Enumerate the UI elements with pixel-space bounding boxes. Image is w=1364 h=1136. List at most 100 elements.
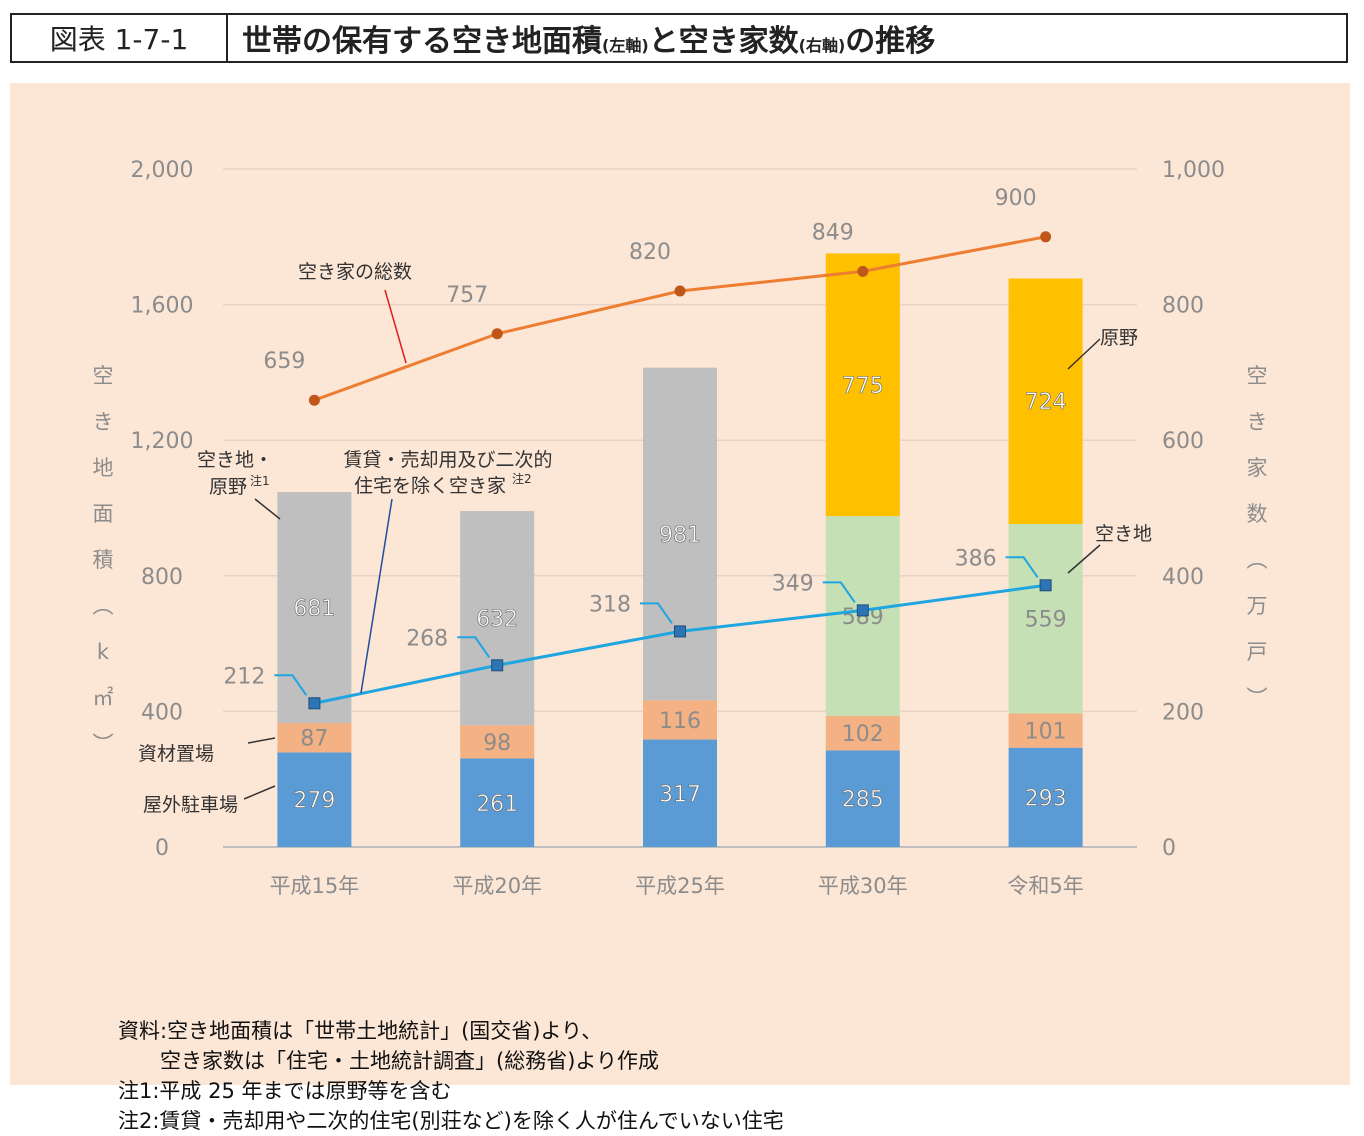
bar-value-label: 681 — [293, 596, 335, 621]
annotation-vacant-land-wild: 空き地・ — [197, 449, 273, 471]
category-label: 平成20年 — [452, 874, 542, 898]
bar-segment — [643, 700, 717, 740]
left-tick-label: 0 — [155, 836, 169, 861]
left-axis-title-char: ㎡ — [93, 686, 114, 710]
bar-value-label: 285 — [842, 788, 884, 813]
bar-value-label: 87 — [300, 727, 328, 752]
category-label: 令和5年 — [1007, 874, 1083, 898]
bar-segment — [460, 725, 535, 759]
chart-panel: 0 400 800 1,200 1,600 2,000 0 200 400 600 800 1,000… — [10, 83, 1350, 1133]
excluding-vacant-value-label: 318 — [589, 592, 631, 617]
bar-segment — [277, 752, 352, 847]
excluding-vacant-point — [308, 697, 321, 710]
right-axis-title-char: ︶ — [1247, 686, 1268, 710]
annotation-parking: 屋外駐車場 — [143, 794, 238, 816]
title-left-axis-note: (左軸) — [602, 36, 649, 55]
right-tick-label: 0 — [1162, 836, 1176, 861]
right-axis-title-char: 数 — [1247, 502, 1268, 526]
annotation-vacant-land-wild: 原野 — [209, 476, 247, 498]
annotation-vacant-land: 空き地 — [1095, 523, 1152, 545]
right-tick-label: 600 — [1162, 429, 1204, 454]
bar-segment — [460, 758, 535, 847]
right-tick-label: 1,000 — [1162, 158, 1225, 183]
right-axis-title-char: 家 — [1247, 456, 1268, 480]
left-tick-label: 1,600 — [131, 294, 194, 319]
bar-segment — [643, 739, 717, 847]
bar-value-label: 98 — [483, 731, 511, 756]
annotation-excluding-vacant: 住宅を除く空き家 — [354, 475, 506, 497]
bar-segment — [277, 492, 352, 723]
figure-header: 図表 1-7-1 世帯の保有する空き地面積(左軸)と空き家数(右軸)の推移 — [10, 13, 1348, 63]
total-vacant-point — [308, 394, 320, 406]
excluding-vacant-point — [674, 625, 686, 638]
note-line: 資料:空き地面積は「世帯土地統計」(国交省)より、 — [118, 1019, 603, 1043]
bar-value-label: 279 — [293, 789, 335, 814]
note-line: 空き家数は「住宅・土地統計調査」(総務省)より作成 — [118, 1049, 659, 1073]
category-label: 平成25年 — [635, 874, 725, 898]
excluding-vacant-leader — [640, 602, 673, 624]
bar-segment — [1008, 747, 1083, 847]
left-tick-label: 400 — [141, 700, 183, 725]
total-vacant-value-label: 757 — [446, 283, 488, 308]
total-vacant-point — [674, 285, 686, 297]
left-tick-label: 2,000 — [131, 158, 194, 183]
bar-segment — [277, 722, 352, 753]
left-axis-title-char: 地 — [93, 456, 114, 480]
total-vacant-value-label: 820 — [629, 240, 671, 265]
excluding-vacant-point — [491, 659, 504, 672]
right-axis-title-char: き — [1247, 410, 1268, 434]
bar-segment — [1008, 713, 1083, 748]
bar-segment — [825, 715, 900, 751]
annotation-note-mark: 注1 — [250, 473, 270, 488]
chart-svg: 0 400 800 1,200 1,600 2,000 0 200 400 600 800 1,000… — [93, 158, 1268, 898]
total-vacant-value-label: 900 — [995, 186, 1037, 211]
bar-value-label: 559 — [1025, 608, 1067, 633]
left-tick-label: 1,200 — [131, 429, 194, 454]
right-tick-label: 200 — [1162, 700, 1204, 725]
left-axis-title-char: ︶ — [93, 732, 114, 756]
total-vacant-point — [1040, 231, 1052, 243]
annotation-leader — [360, 498, 393, 694]
bar-segment — [1008, 523, 1083, 714]
bar-segment — [825, 750, 900, 847]
title-mid: と空き家数 — [648, 24, 799, 59]
annotation-leader — [254, 498, 281, 520]
annotation-leader — [243, 785, 276, 800]
excluding-vacant-value-label: 386 — [955, 546, 997, 571]
bar-segment — [825, 253, 900, 517]
right-tick-label: 800 — [1162, 294, 1204, 319]
annotation-leader — [247, 737, 276, 744]
figure-label: 図表 1-7-1 — [12, 15, 228, 61]
note-line: 注1:平成 25 年までは原野等を含む — [118, 1079, 452, 1103]
annotation-wild: 原野 — [1100, 327, 1138, 349]
note-line: 注2:賃貸・売却用や二次的住宅(別荘など)を除く人が住んでいない住宅 — [118, 1109, 784, 1133]
total-vacant-point — [491, 328, 503, 340]
left-axis-title-char: 面 — [93, 502, 114, 526]
left-axis-title-char: 積 — [93, 548, 114, 572]
right-axis-title-char: ︵ — [1247, 548, 1268, 572]
annotation-leader — [1067, 544, 1101, 574]
left-axis-title-char: き — [93, 410, 114, 434]
annotation-excluding-vacant: 賃貸・売却用及び二次的 — [343, 449, 552, 471]
excluding-vacant-leader — [274, 674, 308, 696]
annotation-note-mark: 注2 — [512, 471, 532, 486]
right-axis-title-char: 空 — [1247, 364, 1268, 388]
total-vacant-value-label: 849 — [812, 220, 854, 245]
bar-value-label: 775 — [842, 374, 884, 399]
title-main: 世帯の保有する空き地面積 — [242, 24, 602, 59]
bar-segment — [460, 511, 535, 726]
left-axis-title-char: 空 — [93, 364, 114, 388]
total-vacant-point — [857, 265, 869, 277]
bar-value-label: 102 — [842, 722, 884, 747]
right-tick-label: 400 — [1162, 565, 1204, 590]
excluding-vacant-leader — [1005, 556, 1039, 578]
excluding-vacant-leader — [822, 581, 856, 603]
bar-value-label: 981 — [659, 523, 701, 548]
annotation-leader — [384, 289, 407, 364]
title-right-axis-note: (右軸) — [798, 36, 846, 55]
excluding-vacant-leader — [457, 636, 491, 658]
bar-value-label: 101 — [1025, 720, 1067, 745]
bar-segment — [1008, 278, 1083, 524]
source-notes: 資料:空き地面積は「世帯土地統計」(国交省)より、 空き家数は「住宅・土地統計調… — [118, 1016, 784, 1136]
bar-value-label: 116 — [659, 709, 701, 734]
